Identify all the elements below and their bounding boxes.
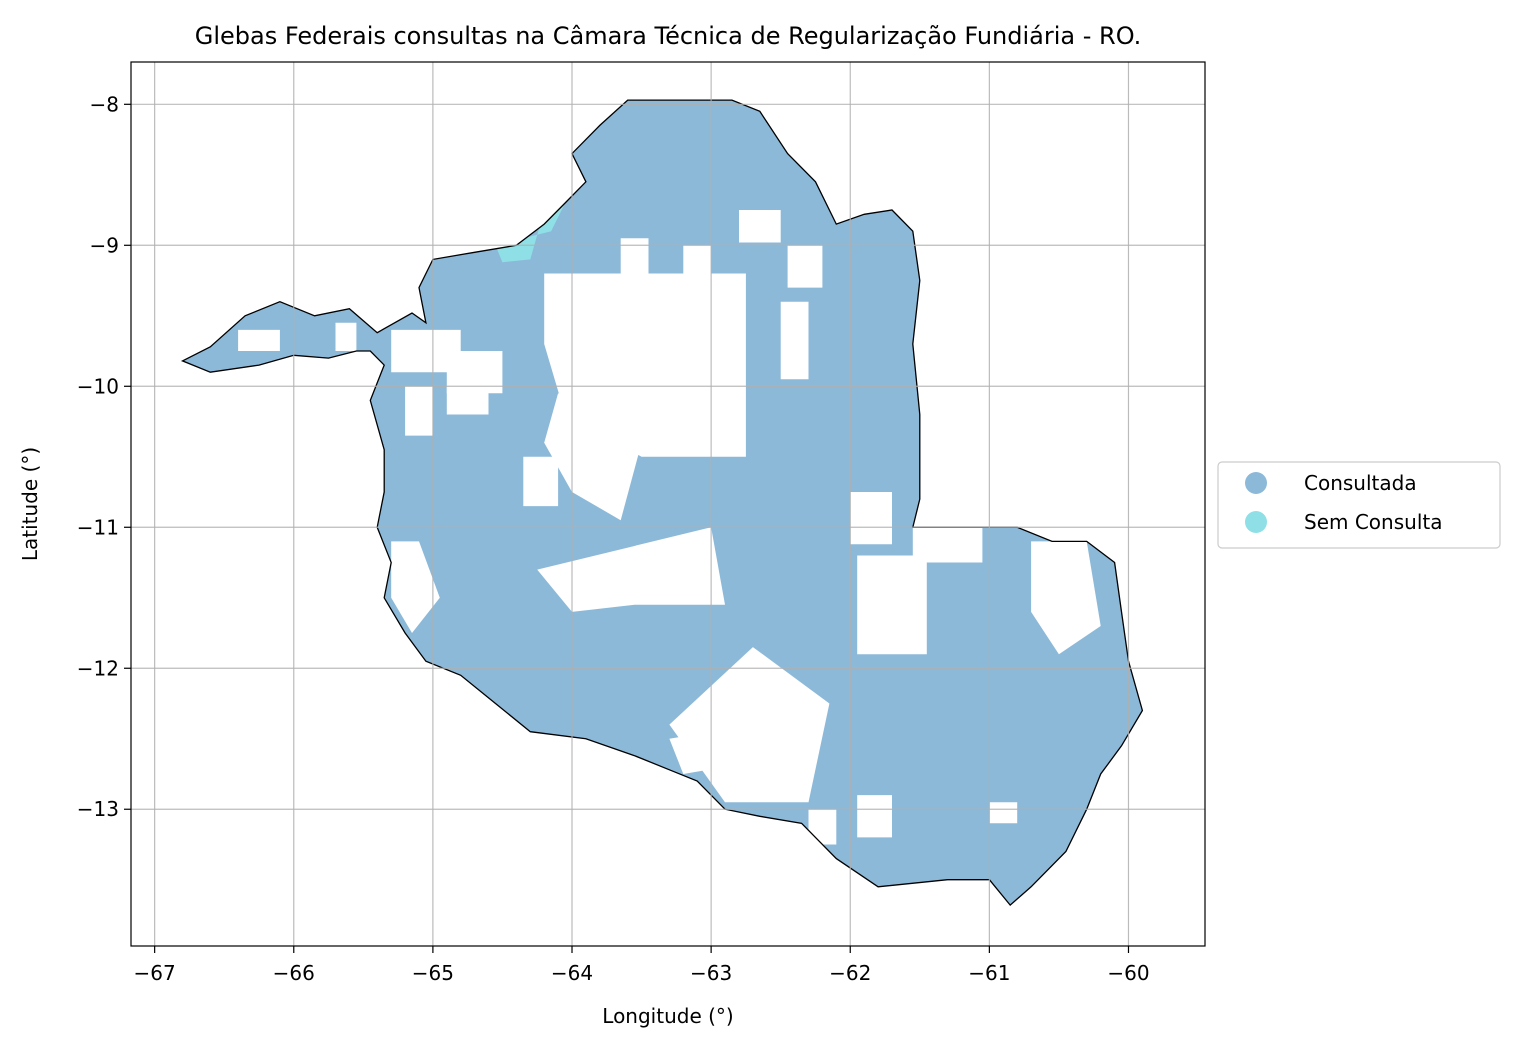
unconsulted-area-22 — [523, 456, 559, 507]
unconsulted-area-24 — [335, 322, 357, 351]
unconsulted-area-3 — [787, 245, 823, 288]
unconsulted-area-20 — [857, 795, 892, 838]
plot-frame — [130, 61, 1206, 947]
unconsulted-area-10 — [544, 393, 642, 521]
unconsulted-area-7 — [446, 351, 503, 394]
y-tick-label-0: −8 — [90, 92, 119, 116]
x-tick-label-5: −62 — [829, 961, 871, 985]
grid-overlay — [131, 62, 1205, 946]
y-tick-label-2: −10 — [77, 374, 119, 398]
unconsulted-area-8 — [405, 386, 433, 436]
unconsulted-areas — [238, 210, 1101, 845]
unconsulted-area-1 — [683, 245, 712, 281]
unconsulted-area-19 — [989, 802, 1018, 824]
unconsulted-area-15 — [912, 527, 983, 563]
y-tick-label-4: −12 — [77, 656, 119, 680]
unconsulted-area-11 — [537, 527, 725, 612]
x-tick-label-3: −64 — [551, 961, 593, 985]
legend-marker-sem-consulta — [1245, 511, 1267, 533]
y-axis-label: Latitude (°) — [18, 447, 42, 561]
legend-label-sem-consulta: Sem Consulta — [1304, 510, 1442, 534]
legend: Consultada Sem Consulta — [1217, 461, 1501, 549]
chart-title: Glebas Federais consultas na Câmara Técn… — [195, 22, 1142, 50]
x-axis-ticks: −67 −66 −65 −64 −63 −62 −61 −60 — [134, 946, 1150, 985]
unconsulted-area-9 — [446, 386, 489, 415]
unconsulted-area-14 — [857, 555, 927, 655]
legend-box — [1217, 461, 1501, 549]
plot-area — [130, 61, 1206, 947]
x-tick-label-1: −66 — [273, 961, 315, 985]
x-tick-label-2: −65 — [412, 961, 454, 985]
legend-label-consultada: Consultada — [1304, 471, 1417, 495]
y-tick-label-5: −13 — [77, 797, 119, 821]
y-axis-ticks: −8 −9 −10 −11 −12 −13 — [77, 92, 131, 821]
legend-marker-consultada — [1245, 472, 1267, 494]
x-tick-label-6: −61 — [968, 961, 1010, 985]
unconsulted-area-4 — [544, 273, 746, 457]
unconsulted-area-2 — [739, 210, 781, 243]
x-tick-label-0: −67 — [134, 961, 176, 985]
unconsulted-area-13 — [850, 492, 892, 545]
unconsulted-area-18 — [1031, 541, 1101, 655]
x-tick-label-4: −63 — [690, 961, 732, 985]
unconsulted-area-6 — [391, 329, 461, 373]
x-tick-label-7: −60 — [1107, 961, 1149, 985]
y-tick-label-3: −11 — [77, 515, 119, 539]
y-tick-label-1: −9 — [90, 233, 119, 257]
unconsulted-area-21 — [808, 809, 837, 845]
map-layer — [182, 100, 1143, 906]
consulted-glebas-area — [182, 100, 1143, 906]
unconsulted-area-5 — [780, 301, 809, 380]
x-axis-label: Longitude (°) — [602, 1004, 733, 1028]
unconsulted-area-12 — [391, 541, 440, 633]
unconsulted-area-23 — [238, 329, 280, 351]
